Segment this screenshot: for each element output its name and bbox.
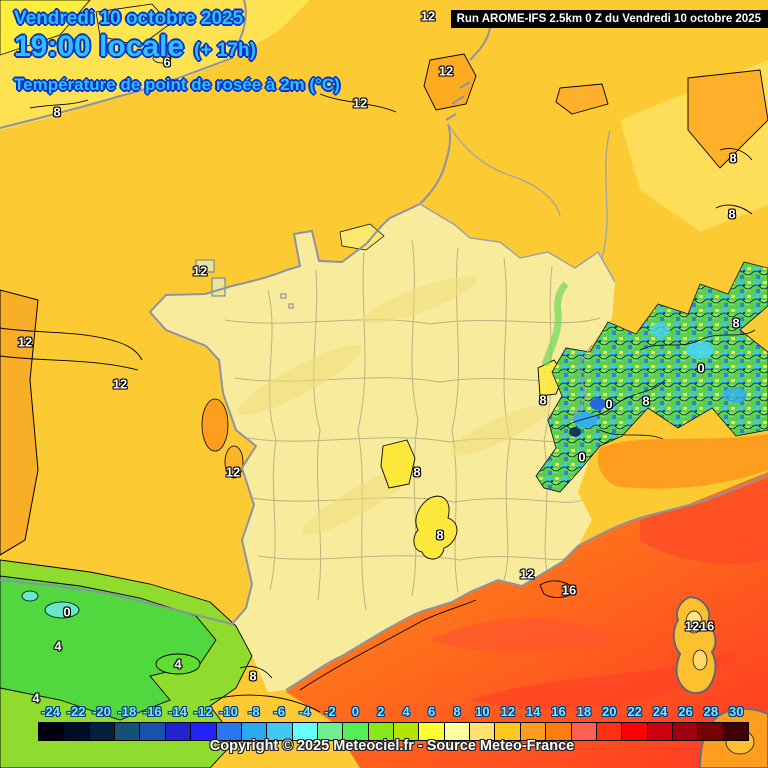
map-value-label: 6 xyxy=(163,54,171,70)
scale-tick: 20 xyxy=(602,704,617,719)
scale-tick: -6 xyxy=(273,704,285,719)
scale-cell xyxy=(241,723,268,740)
map-value-label: 8 xyxy=(53,104,61,120)
map-value-label: 0 xyxy=(63,604,71,620)
forecast-time: 19:00 locale xyxy=(14,30,185,63)
scale-cell xyxy=(394,723,420,740)
map-value-label: 4 xyxy=(54,638,62,654)
scale-cell xyxy=(191,723,217,740)
scale-cell xyxy=(317,723,344,740)
scale-cell xyxy=(64,723,90,740)
scale-cell xyxy=(39,723,65,740)
map-value-label: 8 xyxy=(436,527,444,543)
scale-tick: 14 xyxy=(525,704,541,719)
map-value-label: 4 xyxy=(174,656,182,672)
scale-cell xyxy=(140,723,166,740)
scale-cell xyxy=(470,723,496,740)
scale-tick: 24 xyxy=(652,704,668,719)
scale-cell xyxy=(546,723,572,740)
map-value-label: 12 xyxy=(352,95,368,111)
scale-cell xyxy=(89,723,116,740)
map-value-label: 12 xyxy=(225,464,241,480)
map-value-label: 12 xyxy=(684,618,700,634)
scale-tick: 30 xyxy=(729,704,744,719)
scale-tick: 2 xyxy=(377,704,385,719)
map-value-label: 12 xyxy=(17,334,33,350)
scale-tick: 26 xyxy=(678,704,693,719)
map-value-label: 8 xyxy=(728,206,736,222)
scale-cell xyxy=(698,723,724,740)
scale-tick: -24 xyxy=(41,704,61,719)
map-value-label: 16 xyxy=(561,582,577,598)
scale-tick: 0 xyxy=(351,704,359,719)
scale-tick: 18 xyxy=(576,704,592,719)
scale-tick: -12 xyxy=(193,704,213,719)
map-value-label: 12 xyxy=(519,566,535,582)
scale-tick: -10 xyxy=(219,704,238,719)
map-value-label: 8 xyxy=(729,150,737,166)
scale-tick: 16 xyxy=(551,704,566,719)
map-value-label: 8 xyxy=(413,464,421,480)
temperature-scale-ticks: -24 -22 -20 -18 -16 -14 -12 -10 -8 -6 -4 -2 0 2 4 6 8 10 1… xyxy=(38,704,749,720)
scale-cell xyxy=(444,723,471,740)
map-variable-title: Température de point de rosée à 2m (°C) xyxy=(14,75,340,94)
scale-tick: -4 xyxy=(298,704,311,719)
forecast-date: Vendredi 10 octobre 2025 xyxy=(14,8,244,29)
scale-tick: 4 xyxy=(402,704,410,719)
map-value-label: 12 xyxy=(112,376,128,392)
scale-tick: -18 xyxy=(117,704,137,719)
scale-cell xyxy=(419,723,445,740)
map-value-label: 12 xyxy=(192,263,208,279)
scale-tick: -14 xyxy=(168,704,188,719)
scale-cell xyxy=(115,723,141,740)
forecast-time-offset: (+ 17h) xyxy=(194,40,256,61)
scale-tick: -20 xyxy=(92,704,111,719)
map-value-label: 12 xyxy=(420,8,436,24)
scale-tick: 8 xyxy=(453,704,461,719)
scale-tick: 10 xyxy=(475,704,490,719)
map-value-label: 16 xyxy=(699,618,715,634)
scale-cell xyxy=(267,723,293,740)
scale-cell xyxy=(672,723,699,740)
map-value-label: 4 xyxy=(32,690,40,706)
scale-cell xyxy=(165,723,192,740)
scale-cell xyxy=(520,723,547,740)
scale-tick: 6 xyxy=(427,704,436,719)
scale-tick: 22 xyxy=(627,704,642,719)
map-value-label: 0 xyxy=(605,396,613,412)
scale-cell xyxy=(647,723,673,740)
map-value-label: 0 xyxy=(578,449,586,465)
map-value-label: 8 xyxy=(539,392,547,408)
scale-cell xyxy=(622,723,648,740)
scale-tick: -2 xyxy=(324,704,336,719)
scale-tick: -16 xyxy=(142,704,162,719)
scale-cell xyxy=(571,723,597,740)
scale-tick: 28 xyxy=(703,704,719,719)
copyright-text: Copyright © 2025 Meteociel.fr - Source M… xyxy=(209,738,575,754)
scale-tick: 12 xyxy=(500,704,515,719)
scale-cell xyxy=(368,723,395,740)
scale-cell xyxy=(723,723,749,740)
scale-cell xyxy=(216,723,242,740)
temperature-scale: -24 -22 -20 -18 -16 -14 -12 -10 -8 -6 -4 -2 0 2 4 6 8 10 1… xyxy=(38,704,749,741)
temperature-scale-colorbar xyxy=(38,722,749,741)
map-value-label: 0 xyxy=(697,360,705,376)
map-value-label: 8 xyxy=(642,393,650,409)
scale-cell xyxy=(495,723,521,740)
forecast-header: Vendredi 10 octobre 2025 19:00 locale (+… xyxy=(14,8,340,95)
map-value-label: 8 xyxy=(732,315,740,331)
scale-cell xyxy=(596,723,623,740)
map-value-label: 8 xyxy=(249,668,257,684)
scale-cell xyxy=(292,723,318,740)
scale-cell xyxy=(343,723,369,740)
scale-tick: -22 xyxy=(66,704,86,719)
model-run-info: Run AROME-IFS 2.5km 0 Z du Vendredi 10 o… xyxy=(450,10,768,28)
map-value-label: 12 xyxy=(438,63,454,79)
scale-tick: -8 xyxy=(248,704,260,719)
